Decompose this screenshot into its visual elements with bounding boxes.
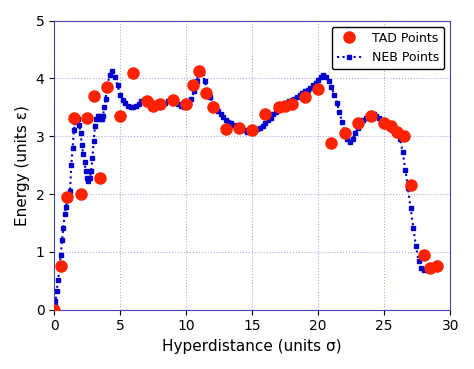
TAD Points — [276, 105, 282, 110]
TAD Points — [170, 98, 176, 103]
TAD Points — [78, 192, 83, 196]
TAD Points — [84, 115, 90, 120]
TAD Points — [203, 91, 209, 95]
Line: NEB Points: NEB Points — [53, 70, 439, 311]
TAD Points — [150, 104, 156, 108]
TAD Points — [91, 93, 97, 98]
Line: TAD Points: TAD Points — [49, 66, 443, 315]
TAD Points — [328, 141, 334, 145]
TAD Points — [236, 125, 242, 130]
NEB Points — [109, 69, 115, 74]
TAD Points — [263, 112, 268, 117]
TAD Points — [130, 70, 136, 75]
TAD Points — [58, 264, 64, 269]
TAD Points — [302, 94, 308, 99]
TAD Points — [190, 83, 196, 87]
NEB Points — [79, 143, 85, 147]
NEB Points — [155, 103, 160, 107]
TAD Points — [157, 102, 163, 107]
NEB Points — [434, 261, 440, 266]
TAD Points — [71, 115, 77, 120]
NEB Points — [51, 307, 57, 312]
TAD Points — [428, 266, 433, 270]
TAD Points — [342, 131, 347, 135]
TAD Points — [289, 102, 295, 107]
TAD Points — [249, 128, 255, 132]
Legend: TAD Points, NEB Points: TAD Points, NEB Points — [332, 27, 444, 69]
TAD Points — [434, 264, 440, 269]
TAD Points — [388, 124, 394, 128]
TAD Points — [64, 195, 70, 199]
TAD Points — [223, 127, 228, 131]
TAD Points — [104, 85, 110, 89]
TAD Points — [421, 252, 427, 257]
TAD Points — [408, 183, 413, 187]
TAD Points — [118, 114, 123, 118]
TAD Points — [315, 87, 321, 91]
NEB Points — [223, 118, 228, 122]
NEB Points — [218, 112, 223, 117]
TAD Points — [394, 130, 400, 134]
TAD Points — [355, 121, 361, 126]
TAD Points — [144, 99, 149, 104]
TAD Points — [401, 134, 407, 138]
TAD Points — [368, 114, 374, 118]
NEB Points — [286, 99, 292, 104]
TAD Points — [98, 176, 103, 180]
TAD Points — [283, 104, 288, 108]
TAD Points — [382, 121, 387, 126]
TAD Points — [183, 102, 189, 107]
TAD Points — [51, 307, 57, 312]
Y-axis label: Energy (units ε): Energy (units ε) — [15, 105, 30, 225]
TAD Points — [210, 105, 216, 110]
X-axis label: Hyperdistance (units σ): Hyperdistance (units σ) — [163, 339, 342, 354]
TAD Points — [197, 69, 202, 74]
NEB Points — [81, 151, 86, 156]
